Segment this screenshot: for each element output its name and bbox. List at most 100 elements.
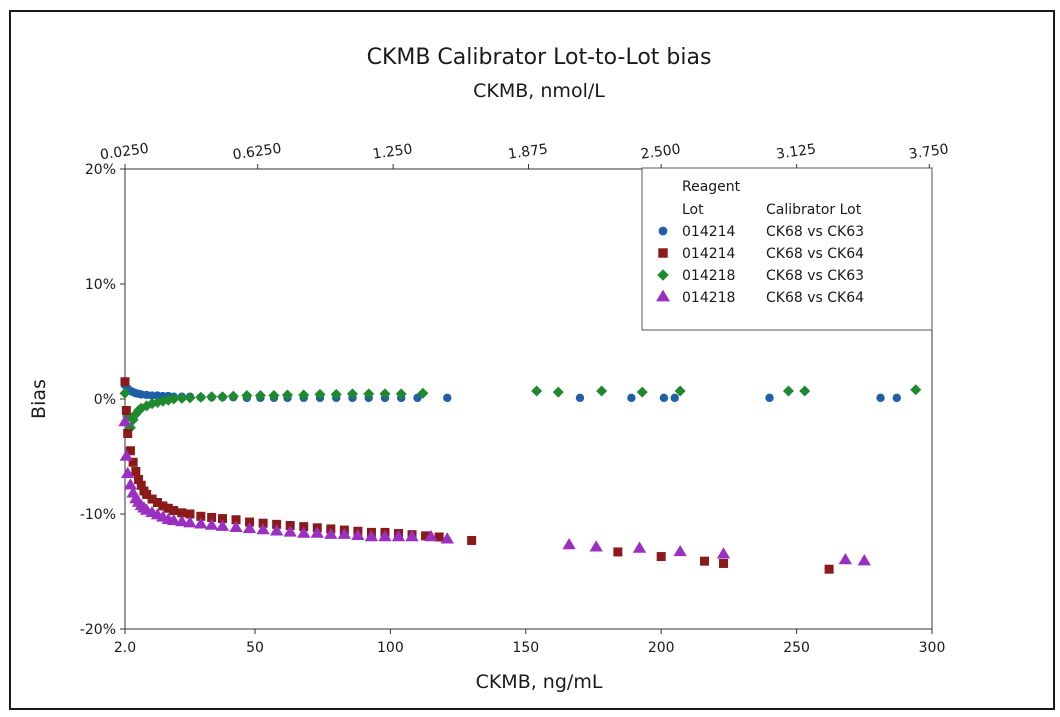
data-point [131,466,141,476]
data-point [531,385,543,397]
data-series [118,377,922,574]
data-point [674,385,686,397]
data-point [443,393,452,403]
data-point [673,544,687,557]
data-point [330,388,342,400]
data-point [799,385,811,397]
data-point [659,393,669,403]
data-point [125,446,135,456]
data-point [123,429,133,438]
data-point [227,390,239,402]
data-point [136,480,146,490]
x-tick-label: 300 [919,640,946,656]
data-point [183,516,197,528]
x-tick-label: 2.0 [114,640,136,656]
legend-marker-diamond [657,269,669,281]
data-point [194,517,208,529]
data-point [467,535,477,545]
data-point [627,393,636,403]
data-point [119,449,134,461]
legend-box [641,167,933,331]
data-point [575,393,585,403]
data-point [123,478,138,490]
data-point [824,564,834,574]
data-point [152,498,162,507]
data-point [195,391,207,403]
data-point [632,541,647,553]
top-tick-label: 0.0250 [99,141,150,164]
data-point [254,390,266,402]
data-point [424,530,438,542]
data-point [656,552,666,562]
data-point [215,519,230,531]
data-point [363,388,375,400]
y-tick-label: -10% [80,507,116,523]
top-tick-label: 1.250 [372,141,414,162]
data-point [134,475,144,484]
data-point [281,389,293,401]
x-tick-label: 200 [648,640,675,656]
data-point [121,466,135,478]
series-diamond [119,384,922,434]
data-point [613,547,623,557]
legend-calibrator: CK68 vs CK63 [766,268,864,284]
data-point [184,392,196,404]
data-point [596,385,608,397]
data-point [118,415,132,427]
legend-calibrator: CK68 vs CK63 [766,224,864,240]
data-point [636,386,648,398]
data-point [196,511,206,521]
data-point [379,388,391,400]
data-point [169,506,179,516]
data-point [168,393,180,405]
data-point [876,393,885,403]
legend-lot: 014218 [682,268,735,284]
data-point [417,387,429,399]
data-point [185,509,195,519]
data-point [324,527,338,539]
data-point [241,390,253,402]
data-point [206,391,218,403]
data-point [378,530,392,542]
legend-header-calibrator: Calibrator Lot [766,202,862,218]
data-point [395,388,407,400]
y-tick-label: 10% [85,277,116,293]
x-tick-label: 250 [783,640,810,656]
data-point [718,558,728,568]
data-point [892,393,901,403]
legend: Reagent Lot Calibrator Lot 014214 CK68 vs… [641,167,933,331]
data-point [175,515,189,527]
data-point [421,531,431,541]
data-point [391,530,406,542]
data-point [337,527,352,539]
data-point [434,532,444,542]
data-point [413,393,422,403]
y-axis: -20% -10% 0% 10% 20% [80,162,125,638]
data-point [176,392,188,404]
chart-subtitle: CKMB, nmol/L [473,80,605,102]
x-tick-label: 150 [512,640,539,656]
data-point [270,524,284,536]
data-point [552,386,564,398]
legend-lot: 014214 [682,246,736,262]
data-point [589,540,603,552]
top-tick-label: 2.500 [640,141,682,162]
y-tick-label: -20% [80,622,116,638]
data-point [229,520,243,532]
x-tick-label: 100 [377,640,404,656]
y-tick-label: 20% [85,162,116,178]
top-tick-label: 0.6250 [232,141,283,164]
data-point [310,526,324,538]
chart-title: CKMB Calibrator Lot-to-Lot bias [367,45,712,70]
x-axis-label: CKMB, ng/mL [476,671,603,693]
data-point [242,521,257,534]
data-point [121,406,131,415]
data-point [346,388,358,400]
top-axis: 0.0250 0.6250 1.250 1.875 2.500 3.125 3.750 [99,141,950,169]
data-point [562,538,576,550]
legend-marker-square [658,248,668,258]
data-point [298,389,310,401]
data-point [217,514,227,524]
data-point [205,518,219,530]
